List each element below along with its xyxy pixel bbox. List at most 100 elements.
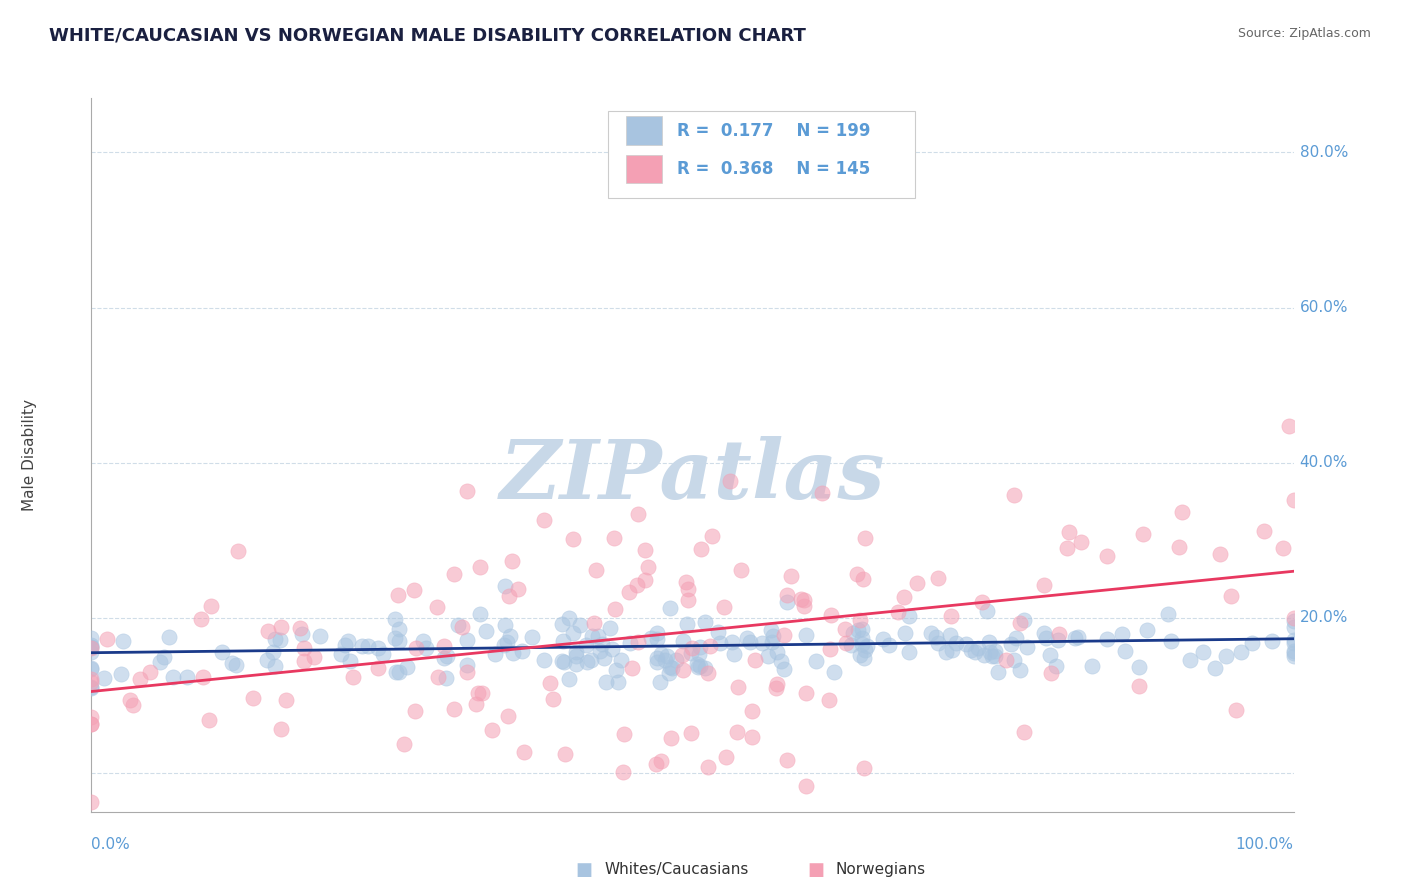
Point — [588, 644, 610, 658]
Point — [1039, 666, 1062, 681]
Point — [794, 685, 817, 699]
Point — [568, 618, 591, 632]
Point — [1209, 547, 1232, 561]
Point — [405, 641, 427, 656]
Point — [765, 681, 787, 695]
Point — [475, 624, 498, 639]
Point — [270, 722, 292, 736]
Point — [508, 582, 530, 597]
Point — [1282, 632, 1305, 647]
Point — [676, 617, 699, 632]
Point — [898, 645, 921, 659]
Point — [538, 676, 561, 690]
Point — [129, 673, 152, 687]
Point — [1160, 634, 1182, 648]
Point — [1271, 541, 1294, 556]
Point — [640, 631, 662, 645]
Point — [176, 670, 198, 684]
Text: ■: ■ — [575, 861, 592, 879]
Point — [967, 641, 990, 656]
Point — [1171, 505, 1194, 519]
Point — [1033, 578, 1056, 592]
Point — [426, 599, 449, 614]
Point — [620, 661, 643, 675]
Point — [221, 656, 243, 670]
Point — [744, 652, 766, 666]
Point — [153, 650, 176, 665]
Point — [1136, 623, 1159, 637]
Point — [388, 665, 411, 679]
Point — [257, 624, 280, 638]
FancyBboxPatch shape — [626, 116, 662, 145]
Point — [848, 613, 870, 627]
Point — [987, 665, 1010, 679]
Point — [513, 745, 536, 759]
Point — [564, 645, 586, 659]
Point — [766, 645, 789, 659]
Point — [433, 639, 456, 653]
Point — [720, 634, 742, 648]
Text: 80.0%: 80.0% — [1299, 145, 1348, 160]
Point — [759, 623, 782, 637]
Point — [647, 655, 669, 669]
Point — [658, 600, 681, 615]
Point — [465, 698, 488, 712]
Point — [1219, 590, 1241, 604]
Text: ■: ■ — [807, 861, 824, 879]
Point — [751, 636, 773, 650]
Point — [780, 569, 803, 583]
Point — [553, 633, 575, 648]
Point — [659, 731, 682, 746]
Point — [309, 629, 332, 643]
Text: 0.0%: 0.0% — [91, 837, 131, 852]
Text: 40.0%: 40.0% — [1299, 455, 1348, 470]
Point — [696, 665, 718, 680]
Point — [707, 624, 730, 639]
Point — [939, 609, 962, 624]
Point — [603, 532, 626, 546]
Point — [225, 657, 247, 672]
Point — [852, 573, 875, 587]
Point — [727, 680, 749, 694]
Point — [741, 704, 763, 718]
Point — [575, 655, 598, 669]
Point — [494, 617, 516, 632]
Point — [541, 691, 564, 706]
Point — [681, 641, 703, 656]
Point — [443, 701, 465, 715]
Point — [613, 727, 636, 741]
Point — [634, 542, 657, 557]
Point — [564, 649, 586, 664]
Point — [1128, 679, 1150, 693]
Point — [357, 640, 380, 654]
Point — [1282, 646, 1305, 660]
Point — [157, 630, 180, 644]
Point — [818, 692, 841, 706]
Point — [426, 670, 449, 684]
Point — [1282, 611, 1305, 625]
Point — [276, 693, 298, 707]
Point — [794, 628, 817, 642]
Point — [1067, 631, 1090, 645]
Point — [388, 622, 411, 636]
Point — [679, 646, 702, 660]
Point — [80, 631, 103, 645]
Point — [550, 617, 572, 632]
Point — [823, 665, 845, 680]
Point — [718, 475, 741, 489]
Point — [603, 602, 626, 616]
Point — [434, 671, 457, 685]
Point — [292, 655, 315, 669]
Point — [583, 615, 606, 630]
Text: Source: ZipAtlas.com: Source: ZipAtlas.com — [1237, 27, 1371, 40]
Point — [557, 611, 579, 625]
Point — [1225, 703, 1247, 717]
Point — [1097, 632, 1119, 646]
Point — [80, 645, 103, 659]
Point — [920, 625, 942, 640]
Point — [574, 638, 596, 652]
Point — [658, 660, 681, 674]
Point — [963, 645, 986, 659]
Point — [384, 631, 406, 645]
Point — [1039, 648, 1062, 663]
